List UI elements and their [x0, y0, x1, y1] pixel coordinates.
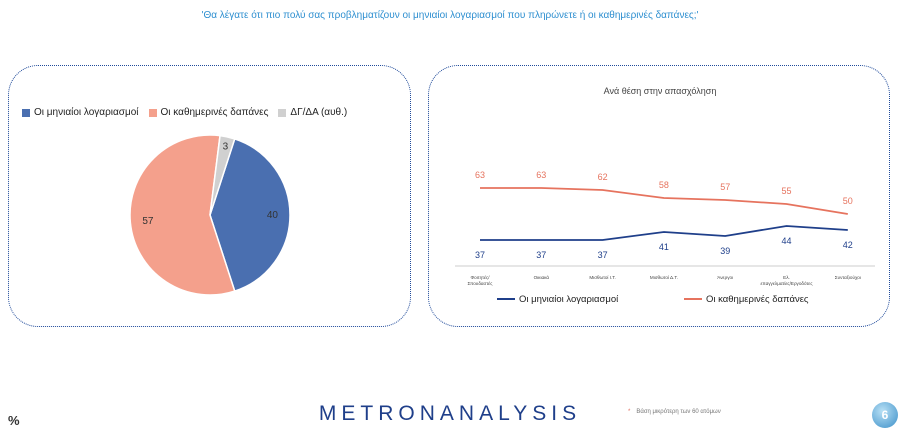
category-label-0: Φοιτητές/Σπουδαστές	[468, 274, 494, 286]
category-label-5: Ελ. επαγγελματίες/Εργοδότες	[760, 275, 813, 286]
pie-chart: 40 57 3	[129, 134, 291, 296]
pie-label-monthly: 40	[267, 210, 279, 221]
series-line-daily	[480, 187, 848, 215]
percent-sign: %	[8, 413, 20, 428]
pie-slice-daily	[129, 134, 236, 296]
data-label-daily-2: 62	[598, 172, 608, 182]
pie-legend: Οι μηνιαίοι λογαριασμοί Οι καθημερινές δ…	[22, 107, 357, 118]
data-label-daily-0: 63	[475, 170, 485, 180]
category-label-4: Άνεργοι	[717, 275, 733, 280]
data-label-monthly-0: 37	[475, 250, 485, 260]
series-line-monthly	[480, 225, 848, 241]
line-panel	[428, 65, 890, 327]
data-label-monthly-5: 44	[781, 236, 791, 246]
footnote: * Βάση μικρότερη των 60 ατόμων	[628, 409, 721, 415]
pie-slice-monthly	[209, 137, 291, 293]
data-label-monthly-3: 41	[659, 242, 669, 252]
data-label-monthly-6: 42	[843, 240, 853, 250]
line-legend-label-monthly: Οι μηνιαίοι λογαριασμοί	[519, 294, 619, 305]
data-label-daily-4: 57	[720, 182, 730, 192]
pie-legend-item-daily: Οι καθημερινές δαπάνες	[148, 107, 269, 118]
pie-legend-label-daily: Οι καθημερινές δαπάνες	[160, 107, 269, 118]
page-number-badge: 6	[872, 402, 898, 428]
data-label-daily-5: 55	[781, 186, 791, 196]
data-label-daily-3: 58	[659, 180, 669, 190]
survey-question: 'Θα λέγατε ότι πιο πολύ σας προβληματίζο…	[201, 10, 699, 21]
pie-legend-item-monthly: Οι μηνιαίοι λογαριασμοί	[22, 107, 139, 118]
pie-slice-dk	[209, 134, 236, 216]
data-label-daily-1: 63	[536, 170, 546, 180]
line-chart: Ανά θέση στην απασχόληση 37 37 37 41 39 44 42 63…	[455, 86, 875, 305]
pie-label-dk: 3	[223, 141, 229, 152]
category-label-1: Οικιακά	[534, 274, 550, 280]
pie-legend-swatch-monthly	[22, 108, 30, 117]
data-label-monthly-4: 39	[720, 246, 730, 256]
category-label-3: Μισθωτοί Δ.Τ.	[650, 275, 678, 280]
data-label-monthly-2: 37	[598, 250, 608, 260]
pie-legend-item-dk: ΔΓ/ΔΑ (αυθ.)	[278, 107, 347, 118]
category-label-2: Μισθωτοί Ι.Τ.	[589, 275, 616, 280]
data-label-daily-6: 50	[843, 196, 853, 206]
pie-legend-swatch-daily	[148, 108, 157, 117]
pie-label-daily: 57	[142, 216, 154, 227]
metron-analysis-logo: METRONANALYSIS	[318, 402, 582, 425]
line-legend-label-daily: Οι καθημερινές δαπάνες	[706, 294, 809, 305]
footnote-star: *	[628, 409, 631, 415]
line-chart-title: Ανά θέση στην απασχόληση	[604, 86, 717, 96]
pie-legend-label-dk: ΔΓ/ΔΑ (αυθ.)	[290, 107, 348, 118]
data-label-monthly-1: 37	[536, 250, 546, 260]
pie-legend-swatch-dk	[278, 108, 287, 117]
category-label-6: Συνταξιούχοι	[835, 274, 861, 281]
pie-panel	[8, 65, 411, 327]
footnote-text: Βάση μικρότερη των 60 ατόμων	[636, 409, 721, 415]
pie-legend-label-monthly: Οι μηνιαίοι λογαριασμοί	[34, 107, 139, 118]
